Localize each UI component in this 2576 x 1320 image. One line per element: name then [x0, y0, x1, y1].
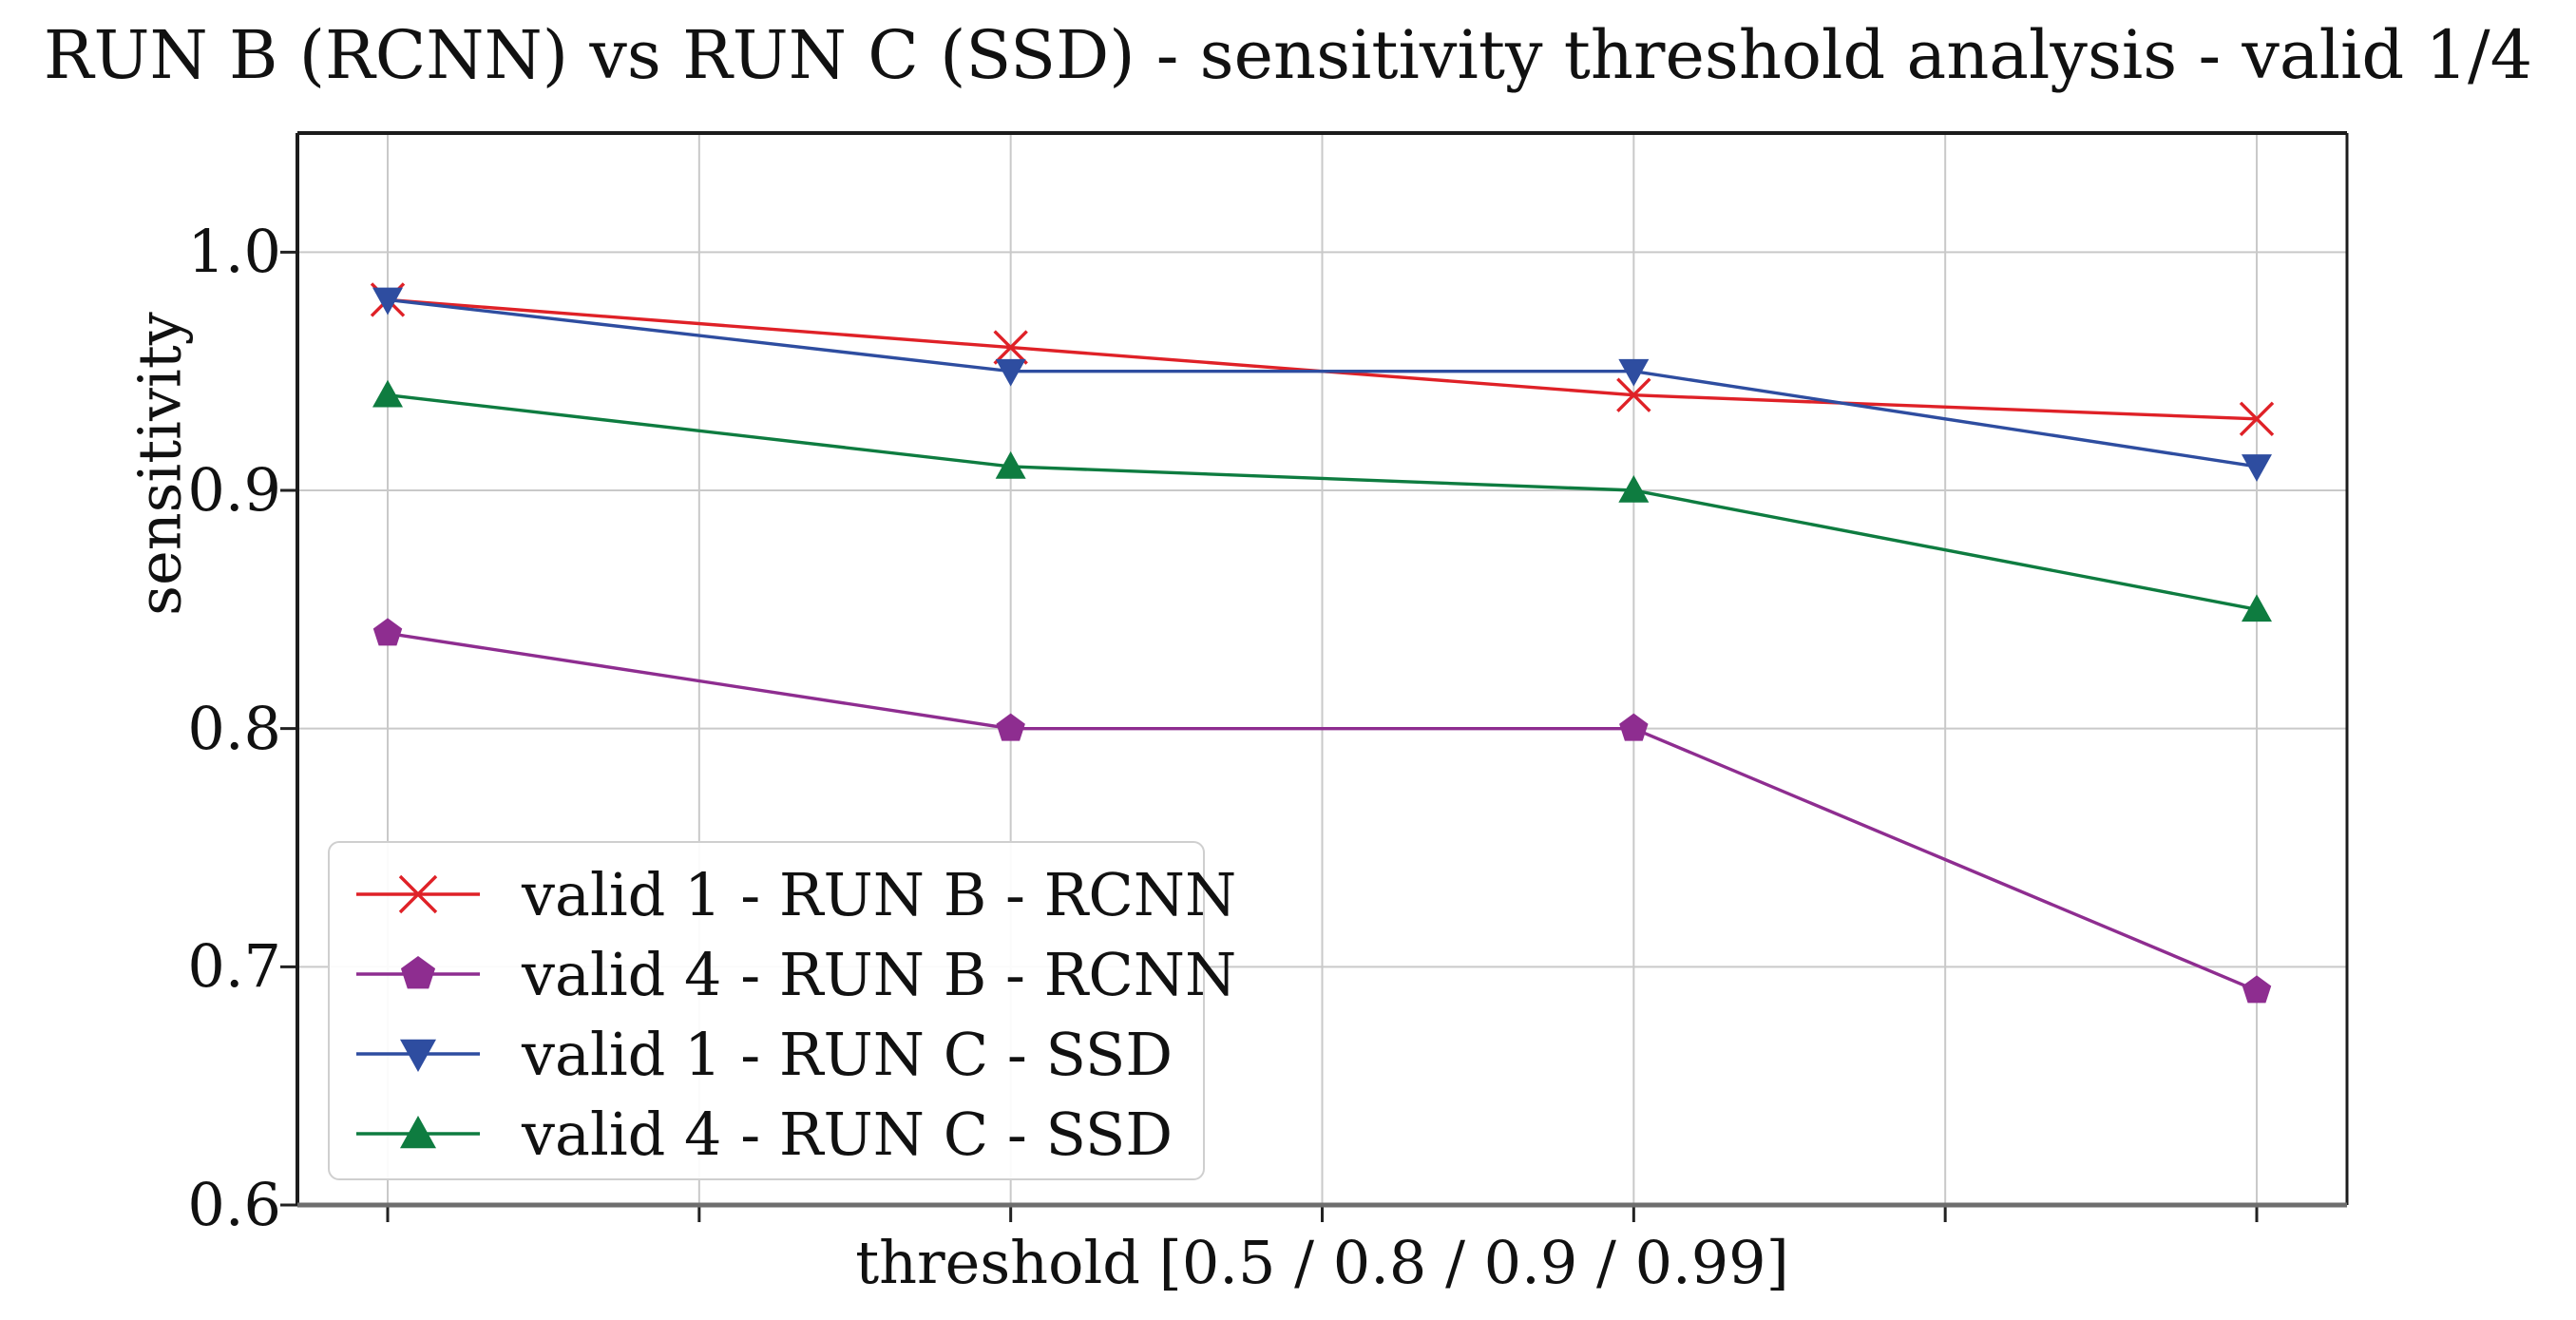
marker-triangle-up	[2242, 594, 2272, 622]
y-tick-label: 0.6	[187, 1170, 281, 1239]
marker-pentagon	[2242, 975, 2272, 1004]
legend-marker-sample	[356, 1116, 480, 1149]
marker-x	[398, 874, 438, 914]
y-tick-label: 0.9	[187, 455, 281, 525]
y-tick-label: 0.7	[187, 931, 281, 1002]
legend-marker-sample	[356, 1039, 480, 1072]
legend: valid 1 - RUN B - RCNN valid 4 - RUN B - …	[328, 841, 1236, 1180]
marker-x	[993, 330, 1028, 365]
marker-triangle-down	[372, 287, 403, 316]
marker-x	[2239, 401, 2275, 437]
legend-item-label: valid 4 - RUN B - RCNN	[522, 939, 1237, 1009]
marker-triangle-up	[400, 1116, 436, 1149]
series-line	[387, 297, 2258, 469]
marker-triangle-up	[372, 379, 403, 408]
legend-item: valid 1 - RUN B - RCNN	[347, 854, 1236, 934]
marker-x	[1616, 377, 1651, 412]
marker-pentagon	[996, 713, 1025, 741]
x-axis-label: threshold [0.5 / 0.8 / 0.9 / 0.99]	[855, 1228, 1789, 1297]
marker-triangle-down	[400, 1039, 436, 1072]
marker-triangle-down	[1618, 358, 1650, 387]
legend-item: valid 1 - RUN C - SSD	[347, 1014, 1203, 1094]
legend-item-label: valid 1 - RUN C - SSD	[522, 1019, 1174, 1089]
legend-marker-sample	[356, 956, 480, 989]
marker-triangle-down	[995, 358, 1026, 387]
legend-marker-sample	[356, 874, 480, 914]
legend-item-label: valid 4 - RUN C - SSD	[522, 1099, 1174, 1169]
series-line	[387, 631, 2258, 992]
marker-pentagon	[400, 956, 436, 989]
marker-triangle-up	[995, 450, 1026, 479]
chart-title: RUN B (RCNN) vs RUN C (SSD) - sensitivit…	[43, 16, 2533, 94]
marker-triangle-up	[1618, 475, 1650, 503]
marker-triangle-down	[2242, 454, 2272, 482]
marker-pentagon	[372, 618, 403, 646]
y-tick-label: 1.0	[187, 217, 281, 287]
legend-item: valid 4 - RUN B - RCNN	[347, 934, 1236, 1014]
y-tick-label: 0.8	[187, 693, 281, 763]
legend-item: valid 4 - RUN C - SSD	[347, 1094, 1203, 1174]
legend-item-label: valid 1 - RUN B - RCNN	[522, 859, 1237, 929]
series-line	[387, 393, 2258, 612]
marker-pentagon	[1619, 713, 1649, 741]
